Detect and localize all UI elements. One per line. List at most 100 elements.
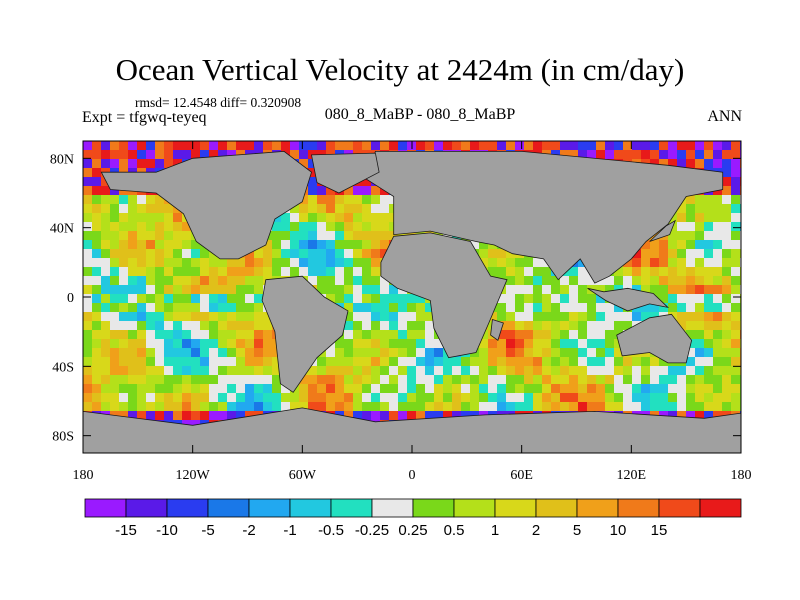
ocean-cell: [362, 366, 372, 376]
ocean-cell: [218, 312, 228, 322]
ocean-cell: [353, 222, 363, 232]
ocean-cell: [506, 357, 516, 367]
ocean-cell: [713, 258, 723, 268]
ocean-cell: [416, 294, 426, 304]
ocean-cell: [605, 366, 615, 376]
ocean-cell: [506, 267, 516, 277]
ocean-cell: [335, 366, 345, 376]
ocean-cell: [326, 195, 336, 205]
ocean-cell: [227, 258, 237, 268]
ocean-cell: [560, 348, 570, 358]
ocean-cell: [101, 267, 111, 277]
ocean-cell: [506, 276, 516, 286]
ocean-cell: [587, 294, 597, 304]
ocean-cell: [371, 330, 381, 340]
ocean-cell: [551, 393, 561, 403]
ocean-cell: [137, 150, 147, 160]
ocean-cell: [470, 357, 480, 367]
ocean-cell: [578, 375, 588, 385]
ocean-cell: [425, 357, 435, 367]
ocean-cell: [560, 141, 570, 151]
ocean-cell: [731, 312, 741, 322]
ocean-cell: [722, 213, 732, 223]
ocean-cell: [173, 240, 183, 250]
ocean-cell: [605, 141, 615, 151]
ocean-cell: [281, 141, 291, 151]
ocean-cell: [371, 276, 381, 286]
ocean-cell: [308, 168, 318, 178]
ocean-cell: [425, 303, 435, 313]
ocean-cell: [641, 240, 651, 250]
ocean-cell: [218, 330, 228, 340]
ocean-cell: [281, 402, 291, 412]
ocean-cell: [218, 357, 228, 367]
ocean-cell: [353, 141, 363, 151]
ocean-cell: [722, 267, 732, 277]
ocean-cell: [146, 258, 156, 268]
ocean-cell: [407, 384, 417, 394]
ocean-cell: [263, 402, 273, 412]
ocean-cell: [146, 348, 156, 358]
ocean-cell: [137, 357, 147, 367]
ocean-cell: [686, 204, 696, 214]
ocean-cell: [263, 321, 273, 331]
ocean-cell: [542, 366, 552, 376]
ocean-cell: [560, 294, 570, 304]
ocean-cell: [713, 141, 723, 151]
ocean-cell: [245, 294, 255, 304]
ocean-cell: [182, 330, 192, 340]
ocean-cell: [713, 204, 723, 214]
ocean-cell: [236, 330, 246, 340]
ocean-cell: [722, 186, 732, 196]
ocean-cell: [542, 357, 552, 367]
colorbar-label: -2: [242, 522, 255, 539]
ocean-cell: [371, 402, 381, 412]
ocean-cell: [506, 384, 516, 394]
ocean-cell: [128, 222, 138, 232]
ocean-cell: [497, 375, 507, 385]
ocean-cell: [191, 375, 201, 385]
ocean-cell: [128, 384, 138, 394]
ocean-cell: [200, 411, 210, 421]
ocean-cell: [128, 213, 138, 223]
ocean-cell: [272, 249, 282, 259]
ocean-cell: [344, 303, 354, 313]
ocean-cell: [506, 375, 516, 385]
ocean-cell: [326, 384, 336, 394]
ocean-cell: [344, 267, 354, 277]
ocean-cell: [389, 375, 399, 385]
ocean-cell: [317, 204, 327, 214]
ocean-cell: [650, 303, 660, 313]
ocean-cell: [128, 312, 138, 322]
ocean-cell: [146, 303, 156, 313]
ocean-cell: [722, 312, 732, 322]
ocean-cell: [263, 348, 273, 358]
ocean-cell: [569, 366, 579, 376]
ocean-cell: [119, 384, 129, 394]
ocean-cell: [272, 222, 282, 232]
ocean-cell: [596, 339, 606, 349]
ocean-cell: [119, 141, 129, 151]
ocean-cell: [263, 375, 273, 385]
ocean-cell: [317, 222, 327, 232]
ocean-cell: [704, 204, 714, 214]
colorbar: -15 -10 -5 -2 -1 -0.5 -0.25 0.25 0.5 1 2 5 10 15: [84, 498, 742, 539]
ocean-cell: [326, 402, 336, 412]
ocean-cell: [722, 159, 732, 169]
ocean-cell: [146, 195, 156, 205]
ocean-cell: [488, 249, 498, 259]
ocean-cell: [164, 312, 174, 322]
ocean-cell: [425, 384, 435, 394]
ocean-cell: [533, 366, 543, 376]
ocean-cell: [569, 339, 579, 349]
ocean-cell: [506, 393, 516, 403]
ocean-cell: [587, 339, 597, 349]
ocean-cell: [578, 348, 588, 358]
ocean-cell: [623, 141, 633, 151]
ocean-cell: [146, 330, 156, 340]
ocean-cell: [344, 258, 354, 268]
ocean-cell: [83, 339, 93, 349]
ocean-cell: [641, 303, 651, 313]
ocean-cell: [191, 348, 201, 358]
ocean-cell: [155, 375, 165, 385]
